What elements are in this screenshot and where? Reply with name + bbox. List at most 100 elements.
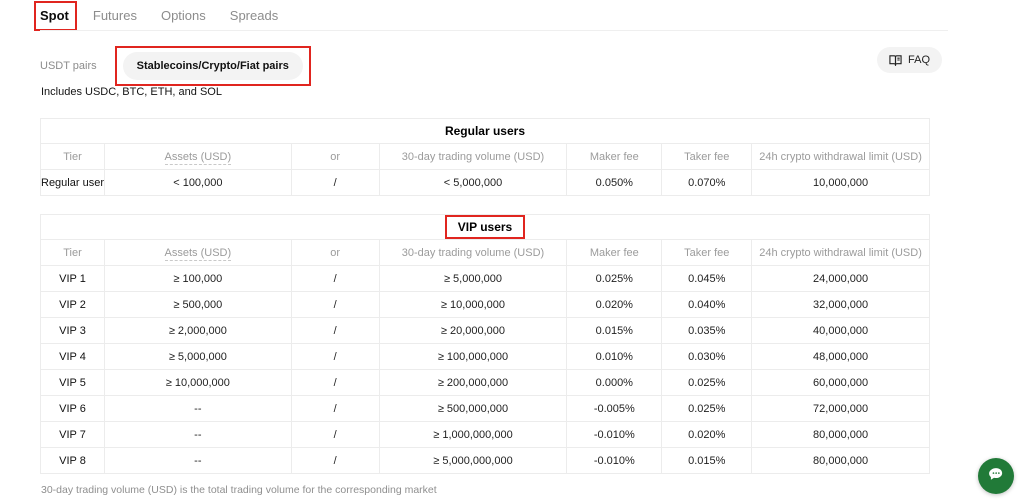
table-cell: 80,000,000 (751, 421, 930, 448)
table-cell: VIP 2 (40, 291, 105, 318)
table-row: Regular user < 100,000/< 5,000,000 0.050% 0… (40, 169, 930, 196)
table-cell: ≥ 2,000,000 (104, 317, 292, 344)
table-cell: < 100,000 (104, 169, 292, 196)
table-cell: -0.005% (566, 395, 663, 422)
table-cell: VIP 4 (40, 343, 105, 370)
table-cell: 0.050% (566, 169, 663, 196)
table-cell: VIP 8 (40, 447, 105, 474)
column-header: Maker fee (566, 239, 663, 266)
regular-users-table-title: Regular users (444, 124, 526, 138)
subtab-usdt-pairs[interactable]: USDT pairs (40, 60, 97, 72)
table-cell: 0.020% (566, 291, 663, 318)
column-header: Assets (USD) (104, 239, 292, 266)
table-cell: ≥ 5,000,000 (104, 343, 292, 370)
faq-button[interactable]: FAQ (877, 47, 943, 73)
table-cell: VIP 5 (40, 369, 105, 396)
column-header: or (290, 143, 380, 170)
table-cell: ≥ 100,000 (104, 265, 292, 292)
table-row: VIP 3 ≥ 2,000,000/≥ 20,000,000 0.015% 0.035… (40, 317, 930, 344)
tab-options[interactable]: Options (160, 8, 206, 23)
tab-spreads[interactable]: Spreads (229, 8, 279, 23)
table-row: VIP 1 ≥ 100,000/≥ 5,000,000 0.025% 0.045% 24… (40, 265, 930, 292)
table-cell: 10,000,000 (751, 169, 930, 196)
table-cell: 60,000,000 (751, 369, 930, 396)
table-row: VIP 8 -- / ≥ 5,000,000,000 -0.010% 0.015% 80,0… (40, 447, 930, 474)
table-cell: 40,000,000 (751, 317, 930, 344)
table-row: VIP 6 -- / ≥ 500,000,000 -0.005% 0.025% 72,000… (40, 395, 930, 422)
table-cell: 48,000,000 (751, 343, 930, 370)
tab-bar: Spot Futures Options Spreads (34, 1, 279, 31)
table-cell: 0.010% (566, 343, 663, 370)
subtab-stablecoins-crypto-fiat-pairs[interactable]: Stablecoins/Crypto/Fiat pairs (114, 46, 311, 86)
table-cell: ≥ 500,000,000 (378, 395, 568, 422)
table-cell: 0.070% (661, 169, 753, 196)
table-cell: 32,000,000 (751, 291, 930, 318)
column-header: Tier (40, 239, 105, 266)
table-cell: -- (104, 421, 292, 448)
table-cell: ≥ 500,000 (104, 291, 292, 318)
table-cell: -- (104, 395, 292, 422)
table-cell: 0.035% (661, 317, 753, 344)
table-cell: VIP 3 (40, 317, 105, 344)
table-cell: -- (104, 447, 292, 474)
column-header: 24h crypto withdrawal limit (USD) (751, 143, 930, 170)
tab-spot-label: Spot (40, 8, 69, 23)
table-cell: ≥ 200,000,000 (378, 369, 568, 396)
regular-users-table: Regular users Tier Assets (USD) or 30-day t… (40, 118, 930, 196)
table-cell: / (290, 421, 380, 448)
tab-spot[interactable]: Spot (34, 1, 77, 31)
column-header: Taker fee (661, 143, 753, 170)
table-cell: ≥ 10,000,000 (104, 369, 292, 396)
table-cell: 0.045% (661, 265, 753, 292)
column-header: Taker fee (661, 239, 753, 266)
column-header-row: Tier Assets (USD) or 30-day trading volume … (40, 239, 930, 266)
table-cell: 0.000% (566, 369, 663, 396)
faq-button-label: FAQ (908, 54, 931, 66)
subtab-label: Stablecoins/Crypto/Fiat pairs (136, 60, 289, 72)
table-cell: / (290, 169, 380, 196)
table-cell: / (290, 265, 380, 292)
tab-futures[interactable]: Futures (92, 8, 137, 23)
table-cell: VIP 7 (40, 421, 105, 448)
column-header: 30-day trading volume (USD) (378, 239, 568, 266)
table-cell: -0.010% (566, 421, 663, 448)
table-row: VIP 5 ≥ 10,000,000/≥ 200,000,000 0.000% 0.0… (40, 369, 930, 396)
column-header: 24h crypto withdrawal limit (USD) (751, 239, 930, 266)
table-row: VIP 7 -- / ≥ 1,000,000,000 -0.010% 0.020% 80,0… (40, 421, 930, 448)
table-title-row: VIP users (40, 214, 930, 240)
table-cell: / (290, 369, 380, 396)
table-cell: 0.020% (661, 421, 753, 448)
table-cell: / (290, 395, 380, 422)
table-cell: ≥ 5,000,000 (378, 265, 568, 292)
table-cell: -0.010% (566, 447, 663, 474)
table-cell: ≥ 10,000,000 (378, 291, 568, 318)
column-header: or (290, 239, 380, 266)
table-cell: / (290, 343, 380, 370)
table-cell: 0.025% (661, 369, 753, 396)
table-title-row: Regular users (40, 118, 930, 144)
included-assets-note: Includes USDC, BTC, ETH, and SOL (41, 86, 222, 98)
table-cell: VIP 6 (40, 395, 105, 422)
table-cell: VIP 1 (40, 265, 105, 292)
column-header: Tier (40, 143, 105, 170)
table-cell: 72,000,000 (751, 395, 930, 422)
table-cell: ≥ 1,000,000,000 (378, 421, 568, 448)
table-cell: 0.040% (661, 291, 753, 318)
table-cell: < 5,000,000 (378, 169, 568, 196)
volume-footnote: 30-day trading volume (USD) is the total… (41, 484, 437, 496)
table-cell: 80,000,000 (751, 447, 930, 474)
column-header: Maker fee (566, 143, 663, 170)
vip-users-table: VIP users Tier Assets (USD) or 30-day tradi… (40, 214, 930, 474)
book-icon (889, 54, 902, 66)
pair-type-switch: USDT pairs Stablecoins/Crypto/Fiat pairs (40, 46, 311, 86)
table-cell: 0.025% (566, 265, 663, 292)
column-header-row: Tier Assets (USD) or 30-day trading volume … (40, 143, 930, 170)
table-cell: / (290, 317, 380, 344)
chat-bubble-icon (987, 465, 1005, 488)
table-row: VIP 2 ≥ 500,000/≥ 10,000,000 0.020% 0.040% 3… (40, 291, 930, 318)
vip-users-table-title: VIP users (444, 215, 526, 239)
table-cell: / (290, 291, 380, 318)
table-row: VIP 4 ≥ 5,000,000/≥ 100,000,000 0.010% 0.03… (40, 343, 930, 370)
table-cell: Regular user (40, 169, 105, 196)
chat-support-button[interactable] (978, 458, 1014, 494)
